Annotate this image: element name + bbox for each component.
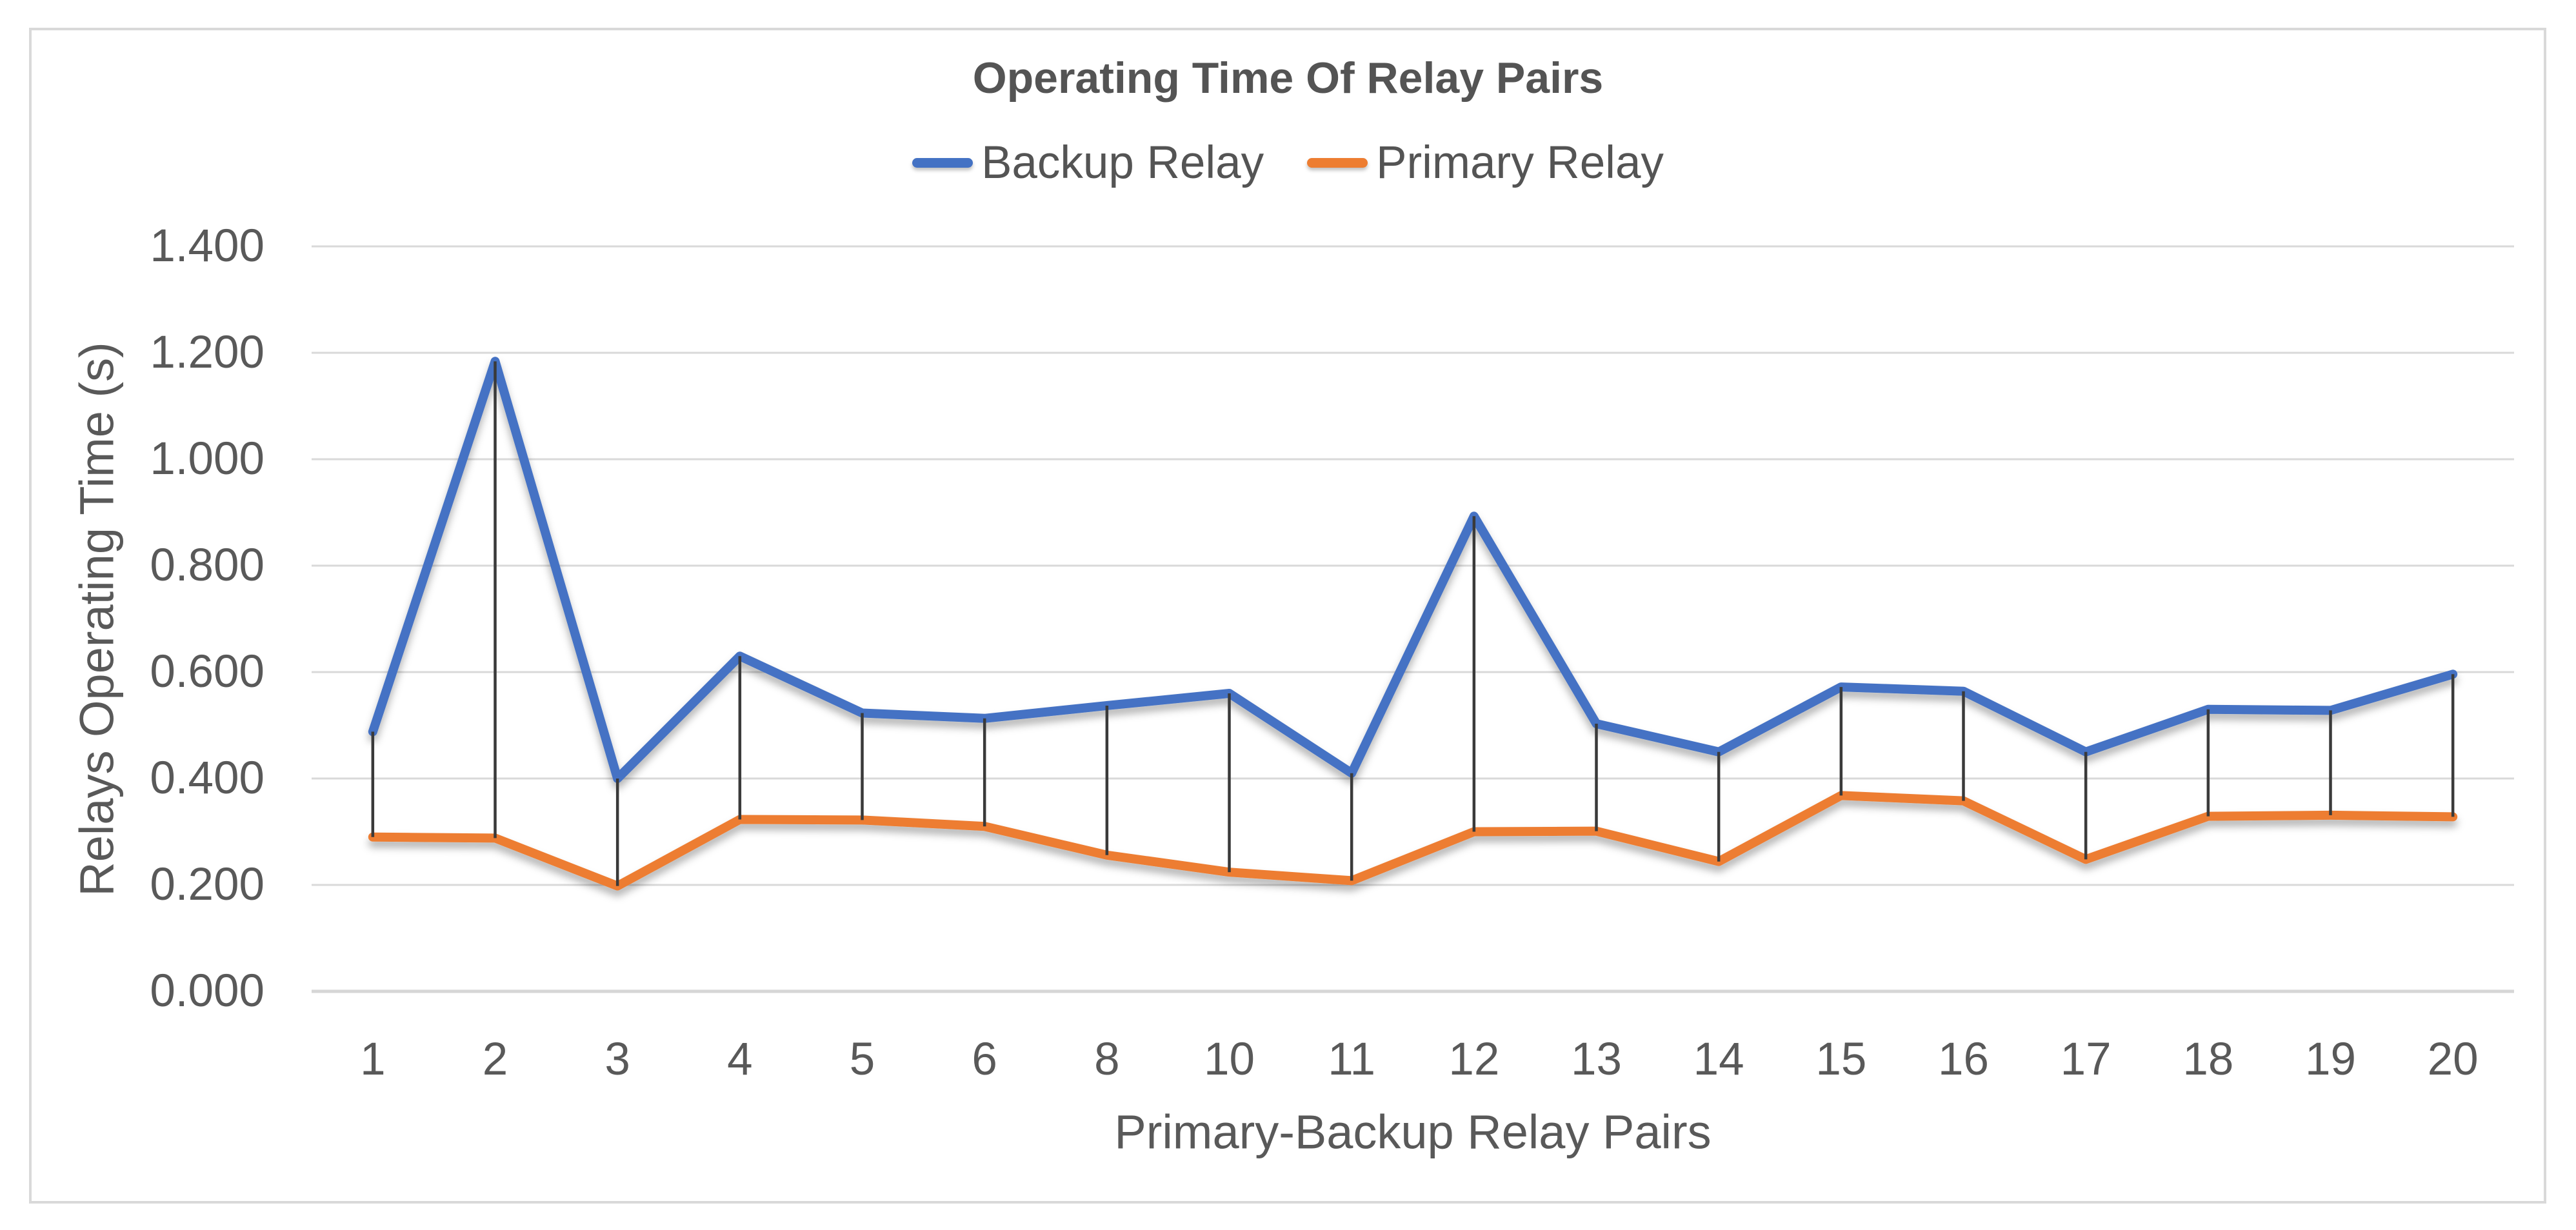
y-tick-label: 1.400 [150,221,265,272]
x-tick-label: 8 [1094,1034,1120,1085]
legend-item-backup-relay: Backup Relay [912,137,1264,189]
legend-swatch-primary-relay [1307,158,1368,168]
x-tick-label: 19 [2305,1034,2356,1085]
high-low-connector-lines [371,361,2455,886]
x-tick-label: 18 [2182,1034,2234,1085]
chart-frame [29,28,2546,1204]
legend-label-backup-relay: Backup Relay [981,137,1264,188]
x-tick-label: 14 [1693,1034,1744,1085]
x-tick-label: 10 [1204,1034,1255,1085]
x-tick-label: 5 [849,1034,875,1085]
chart-title: Operating Time Of Relay Pairs [972,54,1604,103]
x-tick-label: 4 [727,1034,753,1085]
x-tick-label: 17 [2060,1034,2112,1085]
legend-item-primary-relay: Primary Relay [1307,137,1664,189]
y-tick-label: 0.600 [150,646,265,697]
x-tick-label: 6 [972,1034,997,1085]
x-tick-label: 15 [1815,1034,1867,1085]
x-tick-label: 13 [1571,1034,1622,1085]
legend-label-primary-relay: Primary Relay [1376,137,1664,188]
legend-swatch-backup-relay [912,158,973,168]
y-tick-label: 1.200 [150,327,265,378]
series-lines [368,357,2458,891]
y-axis-title: Relays Operating Time (s) [70,342,124,897]
x-tick-label: 3 [604,1034,630,1085]
x-tick-label: 2 [482,1034,508,1085]
y-tick-label: 0.800 [150,540,265,591]
x-tick-label: 12 [1448,1034,1500,1085]
x-tick-label: 1 [360,1034,386,1085]
x-tick-label: 20 [2427,1034,2479,1085]
x-tick-label: 16 [1938,1034,1989,1085]
y-tick-label: 0.400 [150,753,265,804]
gridlines [312,245,2514,993]
x-axis-title: Primary-Backup Relay Pairs [1114,1105,1712,1159]
legend: Backup Relay Primary Relay [0,137,2576,189]
y-tick-label: 0.200 [150,859,265,910]
x-tick-label: 11 [1328,1034,1376,1085]
y-tick-label: 1.000 [150,433,265,484]
y-tick-label: 0.000 [150,966,265,1017]
